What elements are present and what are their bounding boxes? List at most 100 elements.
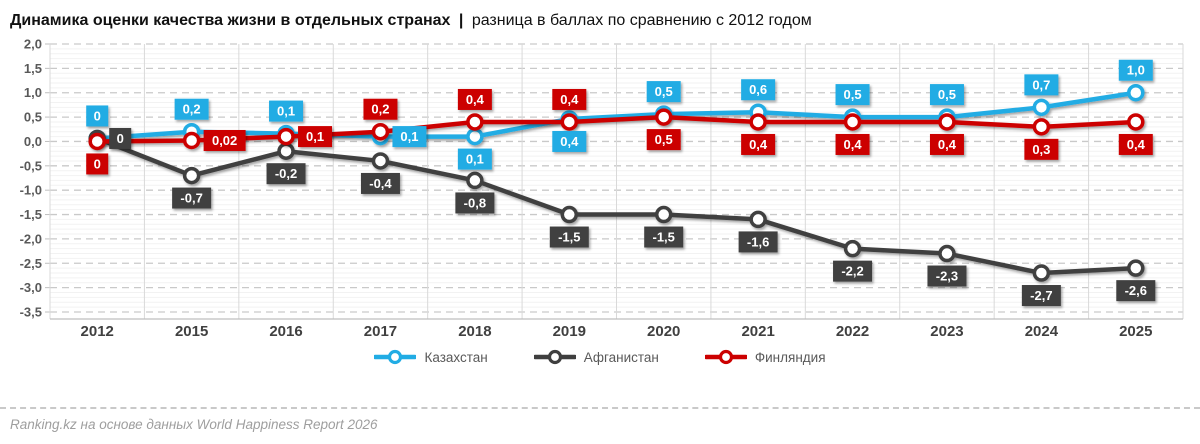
data-label-text: -1,6 — [747, 235, 769, 250]
data-label-text: -0,4 — [369, 176, 392, 191]
y-axis-tick-label: -2,0 — [20, 232, 42, 247]
data-label — [1118, 134, 1153, 156]
data-label — [266, 163, 306, 185]
data-label — [457, 89, 492, 111]
data-point — [749, 113, 767, 131]
y-axis-tick-label: 1,5 — [24, 61, 42, 76]
data-label — [738, 231, 778, 253]
data-label-text: 0,5 — [655, 132, 673, 147]
data-point — [1032, 264, 1051, 282]
series-3-labels: 0 0,02 0,1 0,2 0,4 0,4 0,5 0,4 0,4 0,4 0,3 0,4 — [86, 89, 1153, 175]
data-point — [654, 108, 673, 127]
data-label-text: 0,5 — [655, 84, 673, 99]
data-label — [269, 100, 304, 122]
data-label-text: 0,02 — [212, 133, 237, 148]
data-label-text: 0,5 — [844, 87, 862, 102]
data-point — [371, 152, 390, 170]
data-label-text: 0,7 — [1032, 78, 1050, 93]
legend-marker-icon — [374, 350, 417, 365]
data-point — [88, 132, 106, 151]
series-3-line — [88, 108, 1145, 151]
data-label — [644, 226, 684, 248]
data-label-text: 0,4 — [1127, 137, 1146, 152]
data-point — [277, 142, 295, 161]
data-point — [182, 167, 201, 185]
data-point — [843, 240, 862, 258]
data-label — [172, 187, 212, 209]
data-point — [749, 210, 767, 229]
data-label-text: 0,4 — [844, 137, 863, 152]
x-axis-tick-label: 2023 — [930, 323, 963, 340]
data-point — [1127, 113, 1145, 131]
data-label-text: -2,7 — [1030, 288, 1052, 303]
data-label — [363, 98, 398, 120]
data-label — [833, 260, 873, 282]
y-axis-tick-label: -3,5 — [20, 305, 42, 320]
data-label — [1118, 59, 1153, 81]
legend-label: Афганистан — [583, 349, 659, 365]
data-label — [392, 126, 427, 148]
title-subtitle: разница в баллах по сравнению с 2012 год… — [471, 12, 812, 29]
data-label-text: 0,4 — [749, 137, 768, 152]
data-point — [843, 113, 862, 131]
data-label — [457, 148, 492, 170]
data-label-text: -1,5 — [653, 230, 675, 245]
x-axis-tick-label: 2018 — [458, 323, 491, 340]
data-label — [929, 134, 964, 156]
data-label-text: -2,2 — [841, 264, 863, 279]
data-label-text: 0,5 — [938, 87, 956, 102]
data-label — [741, 79, 776, 101]
data-label — [835, 134, 870, 156]
legend-label: Финляндия — [754, 349, 826, 365]
y-axis-tick-label: -1,0 — [20, 183, 42, 198]
y-axis-tick-label: 2,0 — [24, 37, 42, 52]
data-label — [741, 134, 776, 156]
data-label — [360, 173, 400, 195]
data-point — [182, 131, 201, 150]
series-1-labels: 0 0,2 0,1 0,1 0,1 0,4 0,5 0,6 0,5 0,5 0,7 1,0 — [86, 59, 1153, 170]
data-point — [1127, 259, 1145, 278]
data-label-text: -1,5 — [558, 230, 580, 245]
data-label-text: 0,4 — [560, 134, 579, 149]
y-axis-tick-label: 0,5 — [24, 110, 42, 125]
x-axis-tick-label: 2015 — [175, 323, 208, 340]
x-axis-tick-label: 2022 — [836, 323, 869, 340]
data-label-text: 0,1 — [306, 129, 324, 144]
legend-item-2: Афганистан — [533, 349, 659, 365]
data-label-text: 0,4 — [466, 92, 485, 107]
data-point — [466, 128, 484, 146]
legend-marker-icon — [704, 350, 747, 365]
data-label-text: 0 — [117, 131, 124, 146]
legend-marker-icon — [533, 350, 576, 365]
data-label-text: 0,4 — [560, 92, 579, 107]
y-axis-tick-label: -1,5 — [20, 207, 42, 222]
data-label — [835, 84, 870, 106]
data-label — [549, 226, 589, 248]
data-label-text: 1,0 — [1127, 63, 1145, 78]
major-gridlines — [45, 43, 1183, 313]
data-label-text: 0 — [94, 109, 101, 124]
data-label — [929, 84, 964, 106]
x-axis-tick-label: 2020 — [647, 323, 680, 340]
chart-svg: 2,0 1,5 1,0 0,5 0,0 -0,5 -1,0 -1,5 -2,0 -2,5 -3,0 -… — [20, 37, 1184, 340]
data-label-text: -2,6 — [1125, 283, 1147, 298]
data-point — [938, 113, 956, 131]
data-label — [927, 265, 967, 287]
x-axis-tick-label: 2012 — [81, 323, 114, 340]
title-main: Динамика оценки качества жизни в отдельн… — [10, 12, 451, 29]
legend: Казахстан Афганистан Финляндия — [0, 344, 1200, 370]
data-label-text: -2,3 — [936, 269, 958, 284]
data-label — [174, 98, 209, 120]
data-label-text: 0,2 — [371, 102, 389, 117]
vertical-gridlines — [49, 44, 1184, 320]
data-point — [371, 123, 390, 141]
data-label — [646, 81, 681, 103]
legend-item-3: Финляндия — [704, 349, 826, 365]
y-axis-tick-label: -0,5 — [20, 159, 42, 174]
data-label — [552, 131, 587, 153]
data-label-text: -0,2 — [275, 166, 297, 181]
data-label — [1021, 285, 1061, 307]
data-label — [86, 153, 109, 175]
y-axis-tick-label: -2,5 — [20, 256, 42, 271]
